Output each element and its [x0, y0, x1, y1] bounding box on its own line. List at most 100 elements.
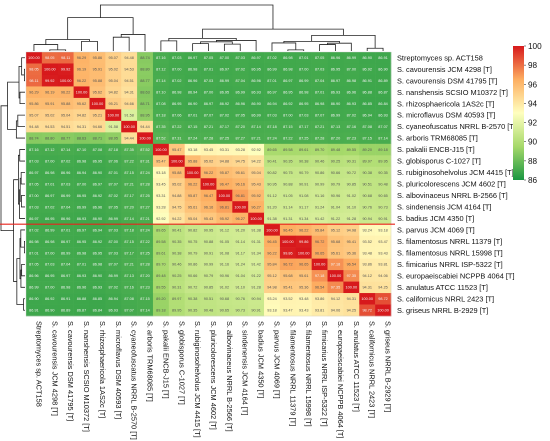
heatmap-cell [264, 109, 281, 122]
cell-value-label: 87.01 [29, 251, 39, 255]
heatmap-cell [121, 52, 138, 64]
row-label: S. badius JCM 4350 [T] [397, 214, 474, 223]
cell-value-label: 96.16 [235, 182, 245, 186]
cell-value-label: 86.92 [45, 297, 55, 301]
cell-value-label: 87.25 [220, 136, 230, 140]
heatmap-cell [327, 74, 344, 87]
heatmap-cell [264, 270, 281, 282]
cell-value-label: 95.61 [331, 251, 341, 255]
heatmap-cell [311, 189, 328, 202]
heatmap-cell [57, 224, 74, 236]
heatmap-cell [184, 120, 201, 133]
heatmap-cell [279, 224, 297, 236]
cell-value-label: 91.22 [331, 217, 341, 221]
heatmap-cell [375, 74, 392, 87]
cell-value-label: 86.93 [378, 114, 388, 118]
heatmap-cell [41, 212, 59, 225]
cell-value-label: 87.03 [45, 263, 55, 267]
cell-value-label: 90.31 [172, 286, 182, 290]
cell-value-label: 100.00 [123, 125, 135, 129]
heatmap-cell [121, 224, 138, 236]
cell-value-label: 86.94 [109, 297, 119, 301]
cell-value-label: 86.90 [29, 297, 39, 301]
row-dendrogram [0, 57, 25, 311]
cell-value-label: 90.88 [204, 240, 214, 244]
cell-value-label: 100.00 [298, 251, 310, 255]
cell-value-label: 95.36 [299, 286, 309, 290]
cell-value-label: 86.99 [45, 228, 55, 232]
heatmap-cell [184, 293, 201, 305]
heatmap-cell [311, 86, 328, 99]
cell-value-label: 91.22 [251, 274, 261, 278]
heatmap-cell [89, 120, 106, 133]
cell-value-label: 94.31 [124, 91, 134, 95]
heatmap-cell [121, 247, 138, 259]
heatmap-cell [295, 52, 312, 64]
heatmap-cell [137, 201, 154, 213]
heatmap-cell [184, 270, 201, 282]
heatmap-cell [343, 109, 360, 122]
cell-value-label: 86.92 [283, 102, 293, 106]
heatmap-cell [105, 74, 122, 87]
heatmap-cell [216, 132, 233, 145]
heatmap-cell [264, 304, 281, 317]
heatmap-cell [248, 74, 265, 87]
cell-value-label: 91.10 [235, 286, 245, 290]
heatmap-cell [73, 52, 90, 64]
heatmap-cell [137, 120, 154, 133]
cell-value-label: 86.96 [93, 205, 103, 209]
column-dendrogram-branch [287, 49, 305, 51]
heatmap-cell [279, 120, 297, 133]
heatmap-cell [327, 132, 344, 145]
cell-value-label: 87.07 [124, 309, 134, 313]
heatmap-cell [248, 212, 265, 225]
heatmap-cell [248, 247, 265, 259]
row-dendrogram-branch [7, 81, 19, 130]
heatmap-cell [343, 212, 360, 225]
heatmap-cell [168, 258, 185, 271]
cell-value-label: 87.21 [251, 136, 261, 140]
cell-value-label: 100.00 [171, 159, 183, 163]
heatmap-cell [41, 178, 59, 191]
cell-value-label: 96.65 [299, 263, 309, 267]
cell-value-label: 87.21 [204, 125, 214, 129]
cell-value-label: 95.36 [347, 251, 357, 255]
heatmap-cell [26, 143, 43, 156]
cell-value-label: 91.12 [267, 194, 277, 198]
cell-value-label: 86.97 [61, 240, 71, 244]
heatmap-cell [41, 281, 59, 294]
cell-value-label: 91.14 [283, 205, 293, 209]
cell-value-label: 88.74 [140, 56, 150, 60]
cell-value-label: 90.99 [204, 263, 214, 267]
heatmap-cell [200, 63, 217, 76]
heatmap-cell [200, 166, 217, 179]
cell-value-label: 86.99 [235, 91, 245, 95]
heatmap-cell [26, 212, 43, 225]
heatmap-cell [105, 132, 122, 145]
cell-value-label: 86.91 [378, 56, 388, 60]
cell-value-label: 87.05 [315, 56, 325, 60]
cell-value-label: 87.28 [204, 136, 214, 140]
heatmap-cell [137, 270, 154, 282]
cell-value-label: 100.00 [330, 274, 342, 278]
heatmap-cell [26, 304, 43, 317]
column-label: S. globisporus C-1027 [T] [177, 321, 186, 405]
cell-value-label: 95.62 [93, 91, 103, 95]
heatmap-cell [184, 235, 201, 248]
cell-value-label: 91.17 [235, 251, 245, 255]
cell-value-label: 95.62 [77, 102, 87, 106]
cell-value-label: 90.48 [378, 182, 388, 186]
cell-value-label: 87.01 [77, 263, 87, 267]
heatmap-cell [359, 212, 376, 225]
cell-value-label: 90.88 [283, 182, 293, 186]
cell-value-label: 86.99 [267, 68, 277, 72]
heatmap-cell [26, 258, 43, 271]
cell-value-label: 87.21 [315, 125, 325, 129]
heatmap-cell [359, 304, 376, 317]
cell-value-label: 93.18 [156, 171, 166, 175]
heatmap-cell [57, 212, 74, 225]
cell-value-label: 94.88 [172, 194, 182, 198]
heatmap-cell [57, 74, 74, 87]
cell-value-label: 96.47 [204, 194, 214, 198]
heatmap-cell [359, 143, 376, 156]
